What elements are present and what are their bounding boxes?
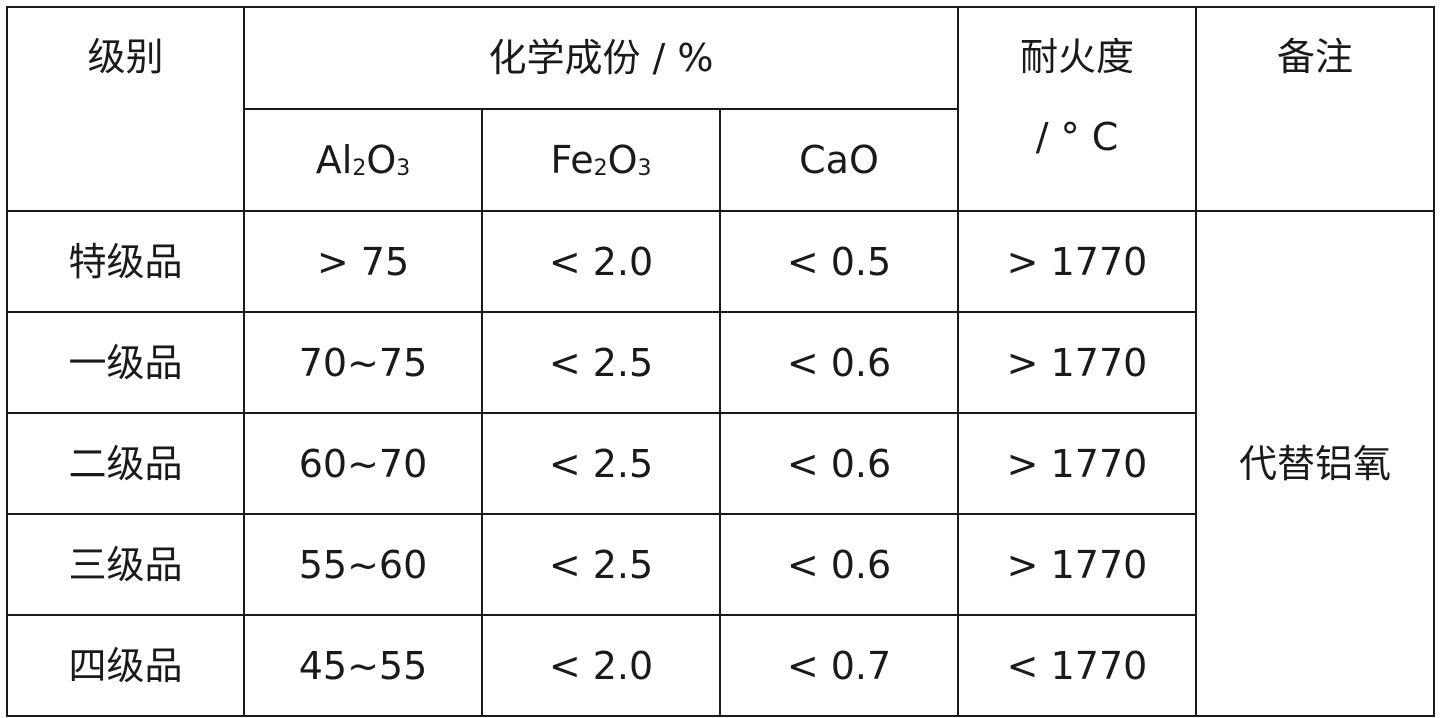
cell-grade: 二级品 [6,412,245,515]
cell-al2o3: 55~60 [243,513,483,616]
table-row: 特级品 > 75 < 2.0 < 0.5 > 1770 代替铝氧 [6,210,1435,717]
cell-refractoriness: < 1770 [957,614,1197,717]
cell-fe2o3: < 2.5 [481,513,721,616]
cell-fe2o3: < 2.0 [481,614,721,717]
cell-cao: < 0.5 [719,210,959,313]
cell-al2o3: 45~55 [243,614,483,717]
header-chemical-composition: 化学成份 / % [243,6,959,110]
cell-fe2o3: < 2.0 [481,210,721,313]
cell-grade: 特级品 [6,210,245,313]
cell-al2o3: 70~75 [243,311,483,414]
cell-refractoriness: > 1770 [957,513,1197,616]
table-row: 四级品 45~55 < 2.0 < 0.7 < 1770 [6,614,1434,717]
header-refractoriness-unit: / ° C [1035,115,1119,159]
cell-grade: 一级品 [6,311,245,414]
cell-refractoriness: > 1770 [957,210,1197,313]
cell-cao: < 0.7 [719,614,959,717]
header-refractoriness-label: 耐火度 [1019,35,1134,79]
cell-grade: 三级品 [6,513,245,616]
cell-al2o3: > 75 [243,210,483,313]
table-row: 一级品 70~75 < 2.5 < 0.6 > 1770 [6,311,1434,414]
cell-fe2o3: < 2.5 [481,311,721,414]
subheader-cao: CaO [719,108,959,212]
grade-specification-table: 级别 化学成份 / % 耐火度 / ° C 备注 Al2O3 Fe2O3 CaO… [6,6,1435,717]
cell-grade: 四级品 [6,614,245,717]
header-grade: 级别 [6,6,245,212]
cell-cao: < 0.6 [719,412,959,515]
cell-fe2o3: < 2.5 [481,412,721,515]
cell-al2o3: 60~70 [243,412,483,515]
cell-cao: < 0.6 [719,311,959,414]
cell-refractoriness: > 1770 [957,311,1197,414]
header-refractoriness: 耐火度 / ° C [957,6,1197,212]
table-row: 三级品 55~60 < 2.5 < 0.6 > 1770 [6,513,1434,616]
table-row: 二级品 60~70 < 2.5 < 0.6 > 1770 [6,412,1434,515]
cell-refractoriness: > 1770 [957,412,1197,515]
subheader-fe2o3: Fe2O3 [481,108,721,212]
header-remark: 备注 [1195,6,1435,212]
cell-remark: 代替铝氧 [1195,210,1435,717]
cell-cao: < 0.6 [719,513,959,616]
subheader-al2o3: Al2O3 [243,108,483,212]
